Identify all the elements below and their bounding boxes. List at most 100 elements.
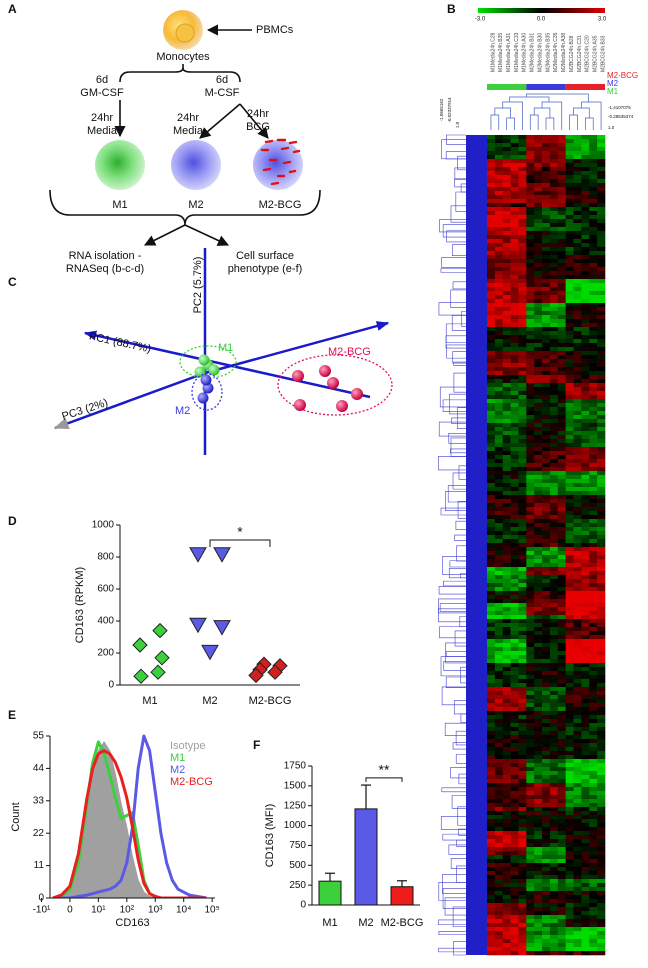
heatmap-cell [589, 807, 598, 812]
heatmap-cell [589, 603, 598, 608]
heatmap-cell [581, 683, 590, 688]
heatmap-cell [518, 259, 527, 264]
heatmap-cell [502, 287, 511, 292]
heatmap-cell [573, 487, 582, 492]
heatmap-cell [565, 251, 574, 256]
heatmap-cell [549, 375, 559, 380]
heatmap-cell [565, 399, 574, 404]
heatmap-cell [581, 939, 590, 944]
heatmap-cell [534, 295, 543, 300]
heatmap-cell [581, 483, 590, 488]
heatmap-cell [597, 903, 606, 908]
heatmap-cell [549, 211, 559, 216]
heatmap-cell [565, 775, 574, 780]
heatmap-cell [526, 871, 535, 876]
heatmap-cell [487, 327, 496, 332]
heatmap-cell [518, 395, 527, 400]
dendrogram-branch [445, 151, 466, 160]
heatmap-cell [518, 531, 527, 536]
heatmap-cell [589, 587, 598, 592]
heatmap-cell [573, 827, 582, 832]
dendrogram-branch [506, 117, 515, 130]
heatmap-cell [526, 215, 535, 220]
heatmap-cell [557, 391, 566, 396]
heatmap-cell [518, 623, 527, 628]
heatmap-cell [487, 911, 496, 916]
heatmap-cell [565, 855, 574, 860]
heatmap-cell [565, 571, 574, 576]
heatmap-cell [581, 903, 590, 908]
x-tick-label: M2-BCG [381, 917, 424, 929]
heatmap-cell [487, 587, 496, 592]
heatmap-cell [565, 331, 574, 336]
heatmap-cell [557, 531, 566, 536]
heatmap-cell [487, 511, 496, 516]
heatmap-cell [557, 483, 566, 488]
heatmap-cell [589, 623, 598, 628]
heatmap-cell [549, 499, 559, 504]
heatmap-cell [502, 495, 511, 500]
heatmap-cell [557, 819, 566, 824]
heatmap-cell [581, 551, 590, 556]
heatmap-cell [502, 183, 511, 188]
heatmap-cell [573, 691, 582, 696]
heatmap-cell [502, 207, 511, 212]
heatmap-cell [502, 779, 511, 784]
heatmap-cell [589, 747, 598, 752]
heatmap-cell [494, 827, 504, 832]
heatmap-cell [557, 675, 566, 680]
dendrogram-branch [445, 651, 466, 657]
heatmap-cell [589, 175, 598, 180]
heatmap-cell [502, 359, 511, 364]
heatmap-cell [526, 671, 535, 676]
heatmap-cell [597, 219, 606, 224]
heatmap-cell [510, 875, 519, 880]
heatmap-cell [526, 195, 535, 200]
heatmap-cell [589, 423, 598, 428]
heatmap-cell [573, 451, 582, 456]
heatmap-cell [573, 575, 582, 580]
heatmap-cell [502, 795, 511, 800]
heatmap-cell [487, 711, 496, 716]
heatmap-cell [557, 683, 566, 688]
heatmap-cell [502, 827, 511, 832]
heatmap-cell [510, 323, 519, 328]
heatmap-cell [549, 331, 559, 336]
sample-label: M1Media24h.A31 [506, 33, 512, 72]
heatmap-cell [526, 479, 535, 484]
heatmap-cell [487, 499, 496, 504]
heatmap-cell [494, 179, 504, 184]
heatmap-cell [597, 895, 606, 900]
data-point [267, 664, 283, 680]
heatmap-cell [589, 239, 598, 244]
heatmap-cell [526, 699, 535, 704]
heatmap-cell [549, 259, 559, 264]
heatmap-cell [589, 767, 598, 772]
heatmap-cell [487, 735, 496, 740]
heatmap-cell [494, 203, 504, 208]
heatmap-cell [589, 407, 598, 412]
heatmap-cell [573, 823, 582, 828]
heatmap-cell [526, 203, 535, 208]
y-tick-label: 1250 [284, 800, 307, 811]
heatmap-cell [542, 215, 551, 220]
heatmap-cell [534, 339, 543, 344]
heatmap-cell [510, 267, 519, 272]
heatmap-cell [557, 855, 566, 860]
heatmap-cell [581, 579, 590, 584]
heatmap-cell [510, 271, 519, 276]
panel-label: B [447, 2, 456, 16]
heatmap-cell [534, 431, 543, 436]
heatmap-cell [581, 351, 590, 356]
heatmap-cell [557, 947, 566, 952]
heatmap-cell [542, 367, 551, 372]
heatmap-cell [573, 863, 582, 868]
heatmap-cell [526, 219, 535, 224]
heatmap-cell [549, 835, 559, 840]
heatmap-cell [534, 403, 543, 408]
heatmap-cell [542, 875, 551, 880]
heatmap-cell [581, 731, 590, 736]
heatmap-cell [597, 335, 606, 340]
heatmap-cell [565, 147, 574, 152]
heatmap-cell [534, 363, 543, 368]
